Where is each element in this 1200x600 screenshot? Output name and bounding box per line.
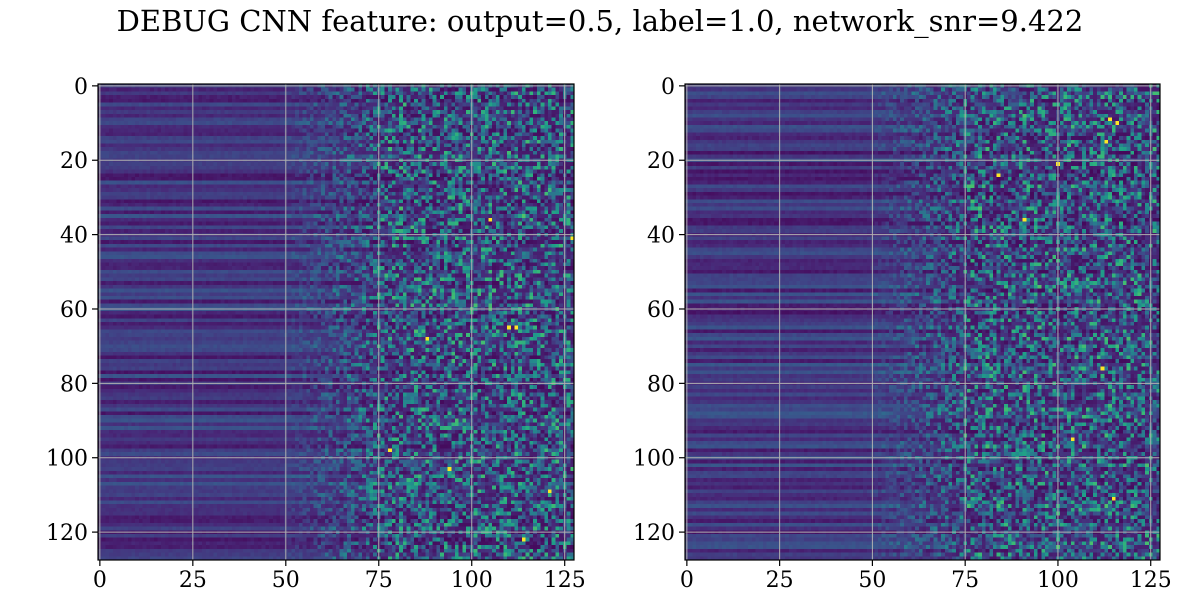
heatmap-panel-right: 0 25 50 75 100 125 0 20 40 60 80 100 120 [633,75,1172,593]
y-tick-label: 20 [60,149,88,174]
x-tick-label: 75 [951,568,979,593]
axes-frame [97,83,575,561]
page-title: DEBUG CNN feature: output=0.5, label=1.0… [116,4,1084,38]
y-tick-label: 100 [46,447,88,472]
x-tick-label: 25 [179,568,207,593]
y-tick-label: 120 [633,521,675,546]
x-tick-label: 75 [365,568,393,593]
x-tick-label: 50 [858,568,886,593]
y-tick-label: 80 [60,372,88,397]
heatmap-panel-left: 0 25 50 75 100 125 0 20 40 60 80 100 120 [46,75,586,593]
heatmap-image-left [98,84,574,560]
y-tick-label: 0 [74,75,88,100]
y-tick-label: 60 [647,298,675,323]
y-tick-label: 20 [647,149,675,174]
y-tick-label: 40 [60,224,88,249]
y-tick-label: 120 [46,521,88,546]
y-tick-label: 40 [647,224,675,249]
x-tick-label: 25 [766,568,794,593]
heatmap-image-right [685,84,1160,560]
x-tick-label: 100 [451,568,493,593]
y-tick-label: 100 [633,447,675,472]
x-tick-label: 0 [680,568,694,593]
x-tick-label: 0 [93,568,107,593]
x-tick-label: 125 [1130,568,1172,593]
axes-frame [684,83,1161,561]
x-tick-label: 100 [1037,568,1079,593]
x-tick-label: 50 [272,568,300,593]
y-tick-label: 60 [60,298,88,323]
x-tick-label: 125 [544,568,586,593]
y-tick-label: 0 [661,75,675,100]
y-tick-label: 80 [647,372,675,397]
